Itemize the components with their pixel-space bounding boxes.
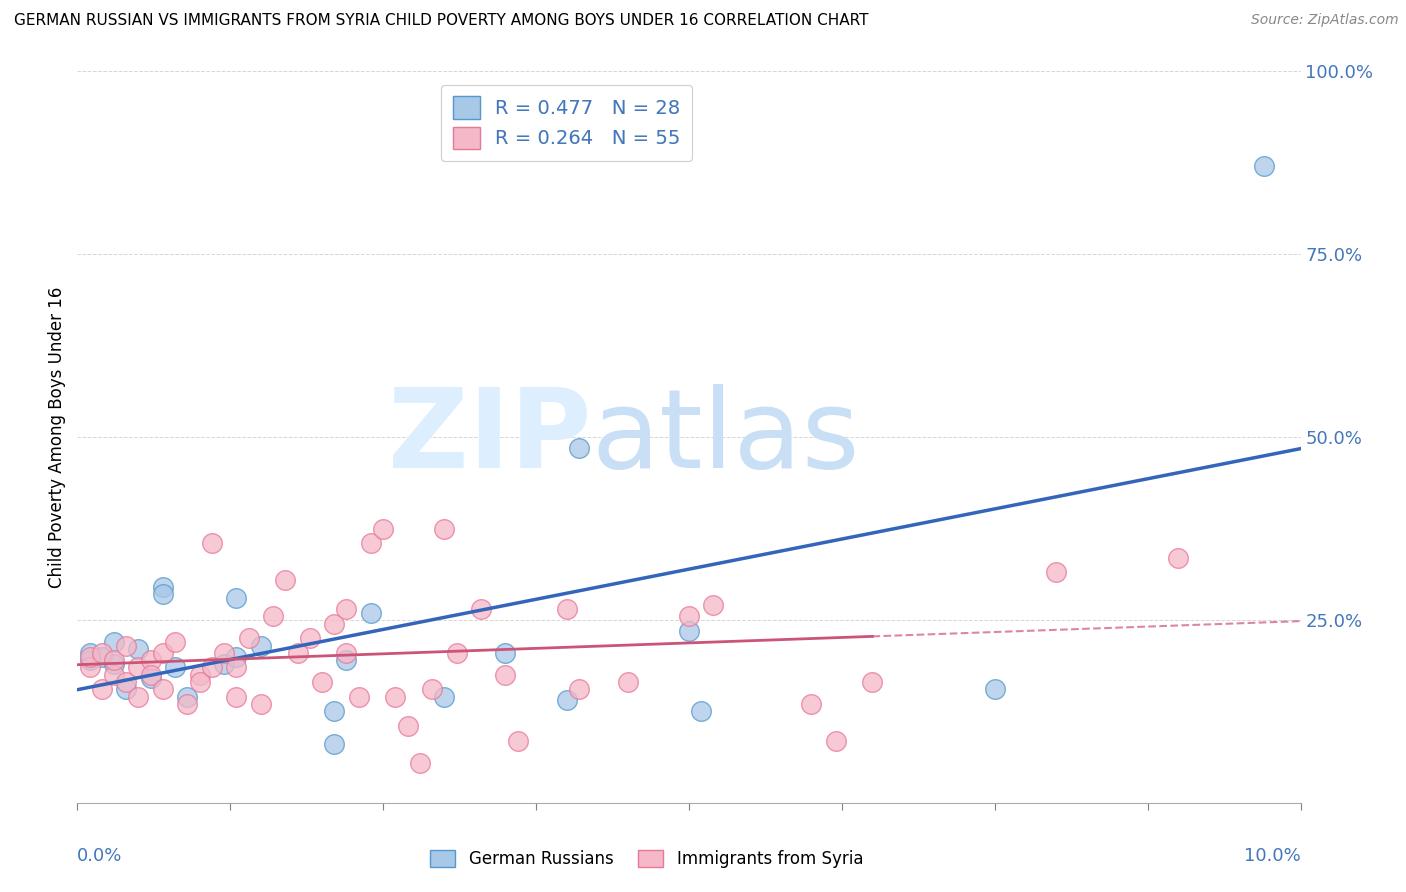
Point: [800, 697, 823, 711]
Point: [201, 536, 224, 550]
Point: [495, 667, 517, 681]
Point: [323, 737, 346, 751]
Point: [165, 660, 187, 674]
Point: [568, 682, 591, 697]
Point: [335, 646, 357, 660]
Legend: R = 0.477   N = 28, R = 0.264   N = 55: R = 0.477 N = 28, R = 0.264 N = 55: [441, 85, 692, 161]
Point: [225, 649, 247, 664]
Point: [262, 609, 284, 624]
Legend: German Russians, Immigrants from Syria: German Russians, Immigrants from Syria: [423, 843, 870, 875]
Point: [433, 690, 456, 704]
Point: [127, 690, 149, 704]
Point: [371, 521, 394, 535]
Point: [103, 653, 125, 667]
Point: [384, 690, 406, 704]
Point: [79, 646, 101, 660]
Text: ZIP: ZIP: [388, 384, 591, 491]
Text: 0.0%: 0.0%: [77, 847, 122, 864]
Point: [152, 580, 174, 594]
Point: [678, 609, 700, 624]
Point: [323, 616, 346, 631]
Point: [555, 602, 578, 616]
Point: [287, 646, 309, 660]
Point: [274, 573, 297, 587]
Point: [690, 705, 713, 719]
Point: [225, 591, 247, 605]
Point: [225, 660, 247, 674]
Text: atlas: atlas: [591, 384, 859, 491]
Point: [139, 672, 162, 686]
Point: [702, 599, 724, 613]
Point: [103, 667, 125, 681]
Point: [90, 649, 112, 664]
Point: [360, 606, 382, 620]
Point: [568, 441, 591, 455]
Point: [212, 646, 235, 660]
Point: [103, 635, 125, 649]
Point: [176, 697, 198, 711]
Point: [90, 646, 112, 660]
Point: [79, 649, 101, 664]
Point: [617, 675, 640, 690]
Y-axis label: Child Poverty Among Boys Under 16: Child Poverty Among Boys Under 16: [48, 286, 66, 588]
Text: 10.0%: 10.0%: [1244, 847, 1301, 864]
Point: [446, 646, 468, 660]
Point: [311, 675, 333, 690]
Point: [152, 587, 174, 601]
Point: [152, 646, 174, 660]
Point: [984, 682, 1007, 697]
Point: [201, 660, 224, 674]
Text: GERMAN RUSSIAN VS IMMIGRANTS FROM SYRIA CHILD POVERTY AMONG BOYS UNDER 16 CORREL: GERMAN RUSSIAN VS IMMIGRANTS FROM SYRIA …: [14, 13, 869, 29]
Text: Source: ZipAtlas.com: Source: ZipAtlas.com: [1251, 13, 1399, 28]
Point: [409, 756, 432, 770]
Point: [862, 675, 884, 690]
Point: [678, 624, 700, 638]
Point: [238, 632, 260, 646]
Point: [1253, 160, 1275, 174]
Point: [115, 639, 138, 653]
Point: [139, 667, 162, 681]
Point: [165, 635, 187, 649]
Point: [139, 653, 162, 667]
Point: [225, 690, 247, 704]
Point: [79, 660, 101, 674]
Point: [347, 690, 370, 704]
Point: [79, 653, 101, 667]
Point: [1167, 550, 1189, 565]
Point: [323, 705, 346, 719]
Point: [433, 521, 456, 535]
Point: [188, 667, 211, 681]
Point: [335, 653, 357, 667]
Point: [90, 682, 112, 697]
Point: [115, 682, 138, 697]
Point: [103, 657, 125, 671]
Point: [176, 690, 198, 704]
Point: [212, 657, 235, 671]
Point: [335, 602, 357, 616]
Point: [470, 602, 492, 616]
Point: [1045, 566, 1067, 580]
Point: [506, 733, 529, 747]
Point: [127, 642, 149, 657]
Point: [298, 632, 321, 646]
Point: [188, 675, 211, 690]
Point: [250, 697, 273, 711]
Point: [396, 719, 419, 733]
Point: [824, 733, 846, 747]
Point: [555, 693, 578, 707]
Point: [360, 536, 382, 550]
Point: [115, 675, 138, 690]
Point: [420, 682, 443, 697]
Point: [127, 660, 149, 674]
Point: [152, 682, 174, 697]
Point: [495, 646, 517, 660]
Point: [250, 639, 273, 653]
